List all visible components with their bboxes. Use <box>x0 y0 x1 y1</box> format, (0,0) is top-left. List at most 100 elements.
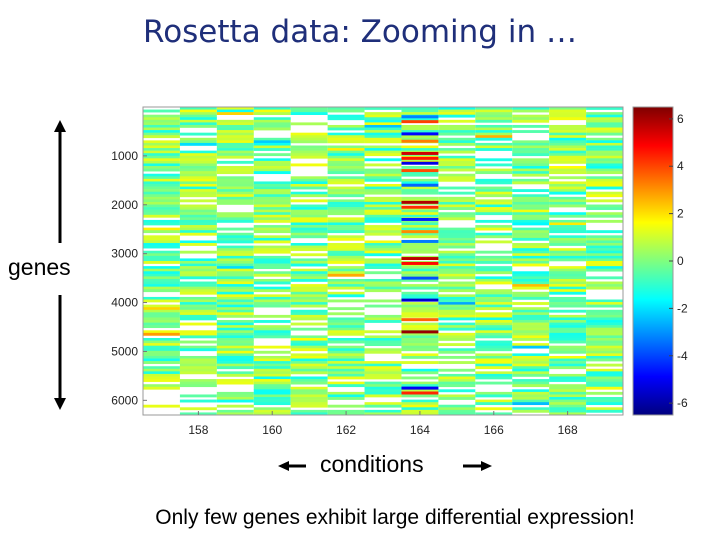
heatmap-cell <box>475 366 513 370</box>
heatmap-cell <box>438 212 476 216</box>
heatmap-cell <box>401 135 439 139</box>
high-expression-stripe <box>401 239 439 243</box>
heatmap-cell <box>364 137 402 141</box>
heatmap-cell <box>586 258 623 262</box>
heatmap-cell <box>290 296 328 300</box>
heatmap-cell <box>549 386 587 390</box>
heatmap-cell <box>364 394 402 398</box>
heatmap-cell <box>512 204 550 208</box>
heatmap-cell <box>549 135 587 139</box>
heatmap-cell <box>549 289 587 293</box>
heatmap-cell <box>586 127 623 131</box>
heatmap-cell <box>549 299 587 303</box>
heatmap-cell <box>290 314 328 318</box>
heatmap-cell <box>512 391 550 395</box>
heatmap-cell <box>364 107 402 110</box>
heatmap-cell <box>327 230 365 234</box>
y-tick-label: 4000 <box>111 296 138 310</box>
heatmap-cell <box>401 245 439 249</box>
heatmap-cell <box>327 350 365 354</box>
heatmap-cell <box>438 158 476 162</box>
heatmap-cell <box>401 355 439 359</box>
heatmap-cell <box>290 232 328 236</box>
heatmap-cell <box>143 309 180 313</box>
heatmap-cell <box>401 407 439 411</box>
heatmap-cell <box>549 345 587 349</box>
heatmap-cell <box>512 338 550 341</box>
heatmap-cell <box>327 166 365 169</box>
heatmap-cell <box>216 379 254 382</box>
heatmap-cell <box>438 250 476 254</box>
heatmap-cell <box>475 117 513 121</box>
high-expression-stripe <box>401 132 439 136</box>
high-expression-stripe <box>401 298 439 302</box>
heatmap-cell <box>179 178 217 182</box>
heatmap-cell <box>253 289 291 293</box>
heatmap-cell <box>143 266 180 269</box>
heatmap-cell <box>179 348 217 352</box>
heatmap-cell <box>179 291 217 295</box>
heatmap-cell <box>438 107 476 110</box>
heatmap-cell <box>216 261 254 264</box>
heatmap-cell <box>143 353 180 357</box>
heatmap-cell <box>401 286 439 290</box>
heatmap-cell <box>179 219 217 223</box>
heatmap-cell <box>143 150 180 154</box>
heatmap-cell <box>438 114 476 118</box>
heatmap-cell <box>549 278 587 282</box>
heatmap-cell <box>179 173 217 177</box>
heatmap-cell <box>512 409 550 413</box>
heatmap-cell <box>216 381 254 385</box>
heatmap-cell <box>216 248 254 252</box>
heatmap-cell <box>549 214 587 218</box>
heatmap-cell <box>327 109 365 113</box>
heatmap-cell <box>512 222 550 226</box>
heatmap-cell <box>364 261 402 264</box>
heatmap-cell <box>143 296 180 300</box>
heatmap-cell <box>586 381 623 385</box>
heatmap-cell <box>549 127 587 131</box>
heatmap-cell <box>253 148 291 151</box>
heatmap-cell <box>143 404 180 408</box>
heatmap-cell <box>216 404 254 408</box>
heatmap-cell <box>143 130 180 133</box>
heatmap-cell <box>290 327 328 331</box>
heatmap-cell <box>586 158 623 162</box>
heatmap-cell <box>364 271 402 275</box>
heatmap-cell <box>549 358 587 362</box>
heatmap-cell <box>438 235 476 239</box>
heatmap-cell <box>143 245 180 249</box>
heatmap-cell <box>549 140 587 144</box>
heatmap-cell <box>327 237 365 241</box>
heatmap-cell <box>549 384 587 388</box>
y-tick-label: 3000 <box>111 247 138 261</box>
heatmap-cell <box>216 145 254 149</box>
heatmap-cell <box>216 214 254 218</box>
heatmap-cell <box>512 142 550 146</box>
heatmap-cell <box>586 248 623 252</box>
heatmap-cell <box>143 176 180 180</box>
heatmap-cell <box>253 381 291 385</box>
heatmap-cell <box>143 196 180 200</box>
heatmap-cell <box>549 184 587 187</box>
heatmap-cell <box>549 124 587 128</box>
heatmap-cell <box>401 399 439 403</box>
heatmap-cell <box>327 227 365 231</box>
heatmap-cell <box>364 153 402 157</box>
heatmap-cell <box>475 266 513 269</box>
heatmap-cell <box>549 225 587 228</box>
heatmap-cell <box>253 194 291 198</box>
heatmap-cell <box>290 363 328 367</box>
heatmap-cell <box>586 348 623 352</box>
heatmap-cell <box>143 186 180 190</box>
heatmap-cell <box>475 296 513 300</box>
heatmap-cell <box>327 284 365 287</box>
heatmap-cell <box>512 189 550 192</box>
heatmap-cell <box>179 394 217 398</box>
heatmap-cell <box>290 268 328 272</box>
heatmap-cell <box>290 163 328 167</box>
heatmap-cell <box>512 145 550 149</box>
heatmap-cell <box>327 307 365 311</box>
heatmap-cell <box>143 122 180 126</box>
heatmap-cell <box>364 176 402 180</box>
